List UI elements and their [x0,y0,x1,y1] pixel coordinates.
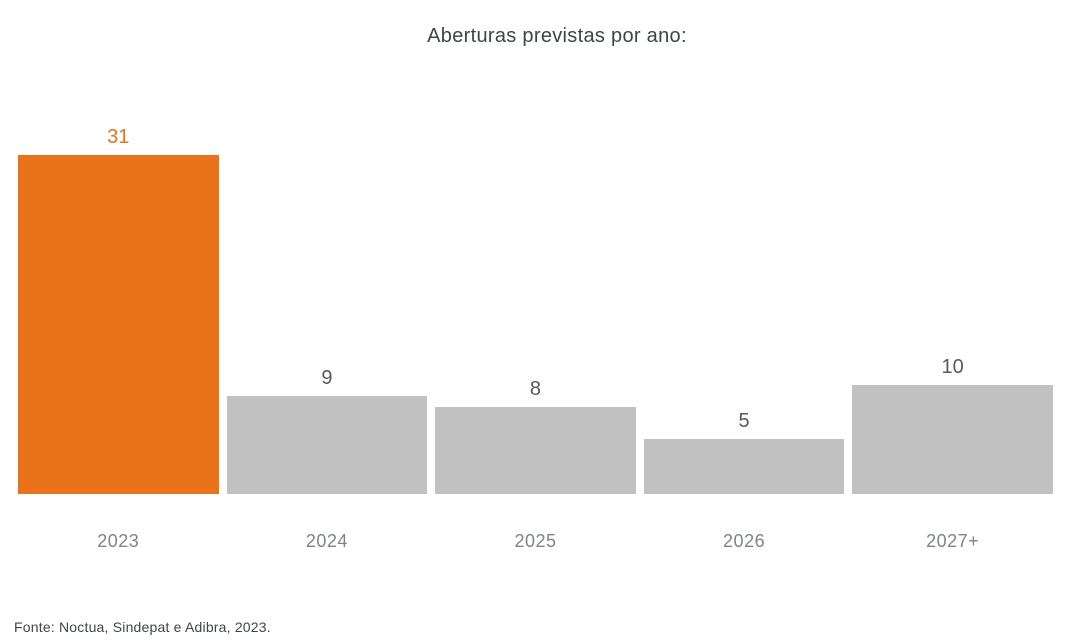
bar-group-2023: 31 [18,0,219,494]
bar-2026 [643,439,845,494]
chart-title: Aberturas previstas por ano: [427,25,687,47]
x-axis: 2023 2024 2025 2026 2027+ [18,531,1053,552]
x-label-2026: 2026 [723,531,766,551]
bar-group-2027plus: 10 [852,0,1053,494]
bar-value-2024: 9 [321,366,333,389]
bar-2027plus [852,384,1053,494]
bar-2025 [435,406,636,494]
source-note: Fonte: Noctua, Sindepat e Adibra, 2023. [14,619,271,635]
bar-2024 [226,395,428,494]
bar-value-2025: 8 [529,377,542,400]
bar-2023 [18,155,219,494]
x-label-2023: 2023 [97,531,140,551]
bar-group-2024: 9 [226,0,428,494]
x-label-2024: 2024 [305,531,348,551]
bar-value-2023: 31 [107,126,130,148]
bar-chart: 31 9 8 5 10 [18,0,1053,494]
bar-value-2027plus: 10 [941,355,964,378]
bar-value-2026: 5 [738,410,750,433]
bar-group-2026: 5 [643,0,845,494]
x-label-2025: 2025 [514,531,557,551]
bar-group-2025: 8 [435,0,636,494]
x-label-2027plus: 2027+ [926,531,980,551]
